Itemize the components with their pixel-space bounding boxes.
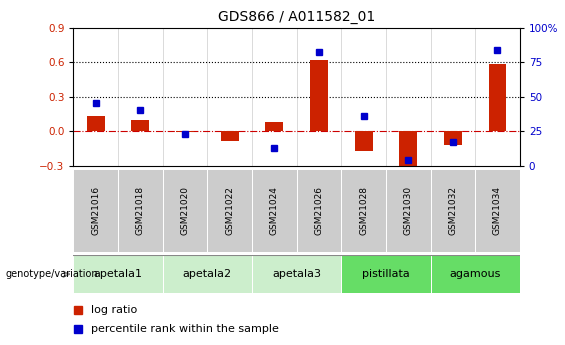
Bar [176,131,194,132]
Bar [118,169,163,252]
Bar [431,169,475,252]
Bar [221,131,238,141]
Bar [444,131,462,145]
Text: apetala3: apetala3 [272,269,321,279]
Text: GSM21026: GSM21026 [315,186,323,235]
Bar [252,255,341,293]
Title: GDS866 / A011582_01: GDS866 / A011582_01 [218,10,375,24]
Text: GSM21032: GSM21032 [449,186,457,235]
Text: GSM21022: GSM21022 [225,186,234,235]
Bar [341,169,386,252]
Bar [266,122,283,131]
Text: genotype/variation: genotype/variation [6,269,98,279]
Bar [399,131,417,175]
Bar [386,169,431,252]
Text: apetala2: apetala2 [183,269,232,279]
Bar [489,65,506,131]
Text: GSM21030: GSM21030 [404,186,412,235]
Text: GSM21016: GSM21016 [92,186,100,235]
Text: apetala1: apetala1 [94,269,142,279]
Text: GSM21018: GSM21018 [136,186,145,235]
Bar [163,255,252,293]
Text: GSM21020: GSM21020 [181,186,189,235]
Bar [87,116,105,131]
Bar [73,169,118,252]
Bar [252,169,297,252]
Bar [297,169,341,252]
Text: GSM21024: GSM21024 [270,186,279,235]
Bar [355,131,372,151]
Text: GSM21028: GSM21028 [359,186,368,235]
Text: log ratio: log ratio [92,305,137,315]
Bar [475,169,520,252]
Bar [341,255,431,293]
Bar [163,169,207,252]
Text: agamous: agamous [450,269,501,279]
Text: percentile rank within the sample: percentile rank within the sample [92,324,279,334]
Bar [132,120,149,131]
Text: pistillata: pistillata [362,269,410,279]
Bar [310,60,328,131]
Text: GSM21034: GSM21034 [493,186,502,235]
Bar [431,255,520,293]
Bar [207,169,252,252]
Bar [73,255,163,293]
